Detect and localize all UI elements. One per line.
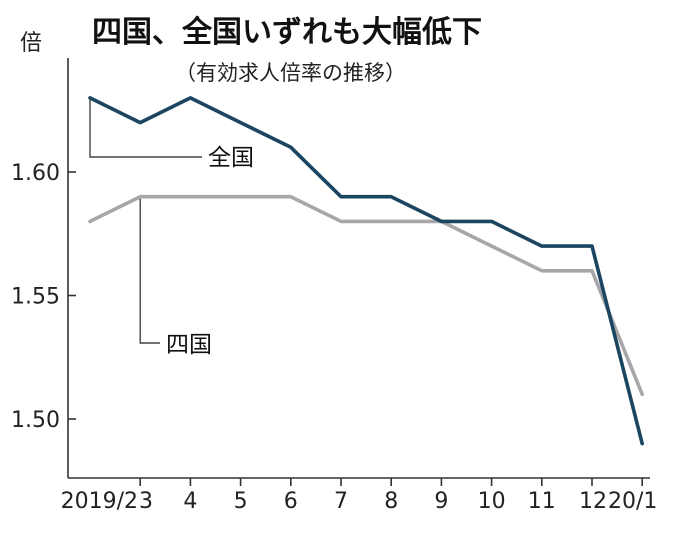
x-tick-label: 7	[334, 489, 348, 514]
series-line-1	[88, 194, 645, 397]
y-tick-label: 1.50	[11, 408, 60, 433]
leader-line	[139, 196, 160, 344]
leader-line	[89, 97, 202, 158]
x-ticks: 2019/2 3 4 5 6 7 8 9 10 11 12 20/1	[61, 478, 657, 514]
chart-subtitle: （有効求人倍率の推移）	[175, 61, 406, 85]
y-ticks: 1.50 1.55 1.60	[11, 161, 76, 433]
x-tick-label: 20/1	[608, 489, 657, 514]
x-tick-label: 6	[284, 489, 298, 514]
x-tick-label: 4	[183, 489, 197, 514]
y-axis-unit: 倍	[20, 31, 42, 56]
x-tick-label: 12	[579, 489, 607, 514]
x-tick-label: 10	[478, 489, 506, 514]
series-label: 全国	[208, 145, 254, 171]
y-tick-label: 1.55	[11, 285, 60, 310]
chart-title: 四国、全国いずれも大幅低下	[92, 15, 482, 50]
x-tick-label: 9	[434, 489, 448, 514]
series-leaders	[89, 97, 202, 344]
x-tick-label: 11	[528, 489, 556, 514]
series-label: 四国	[166, 332, 212, 358]
x-tick-label: 2019/2	[61, 489, 138, 514]
series-group	[88, 96, 645, 446]
x-tick-label: 3	[139, 489, 153, 514]
y-tick-label: 1.60	[11, 161, 60, 186]
series-line-0	[88, 96, 645, 446]
x-tick-label: 5	[234, 489, 248, 514]
x-tick-label: 8	[384, 489, 398, 514]
